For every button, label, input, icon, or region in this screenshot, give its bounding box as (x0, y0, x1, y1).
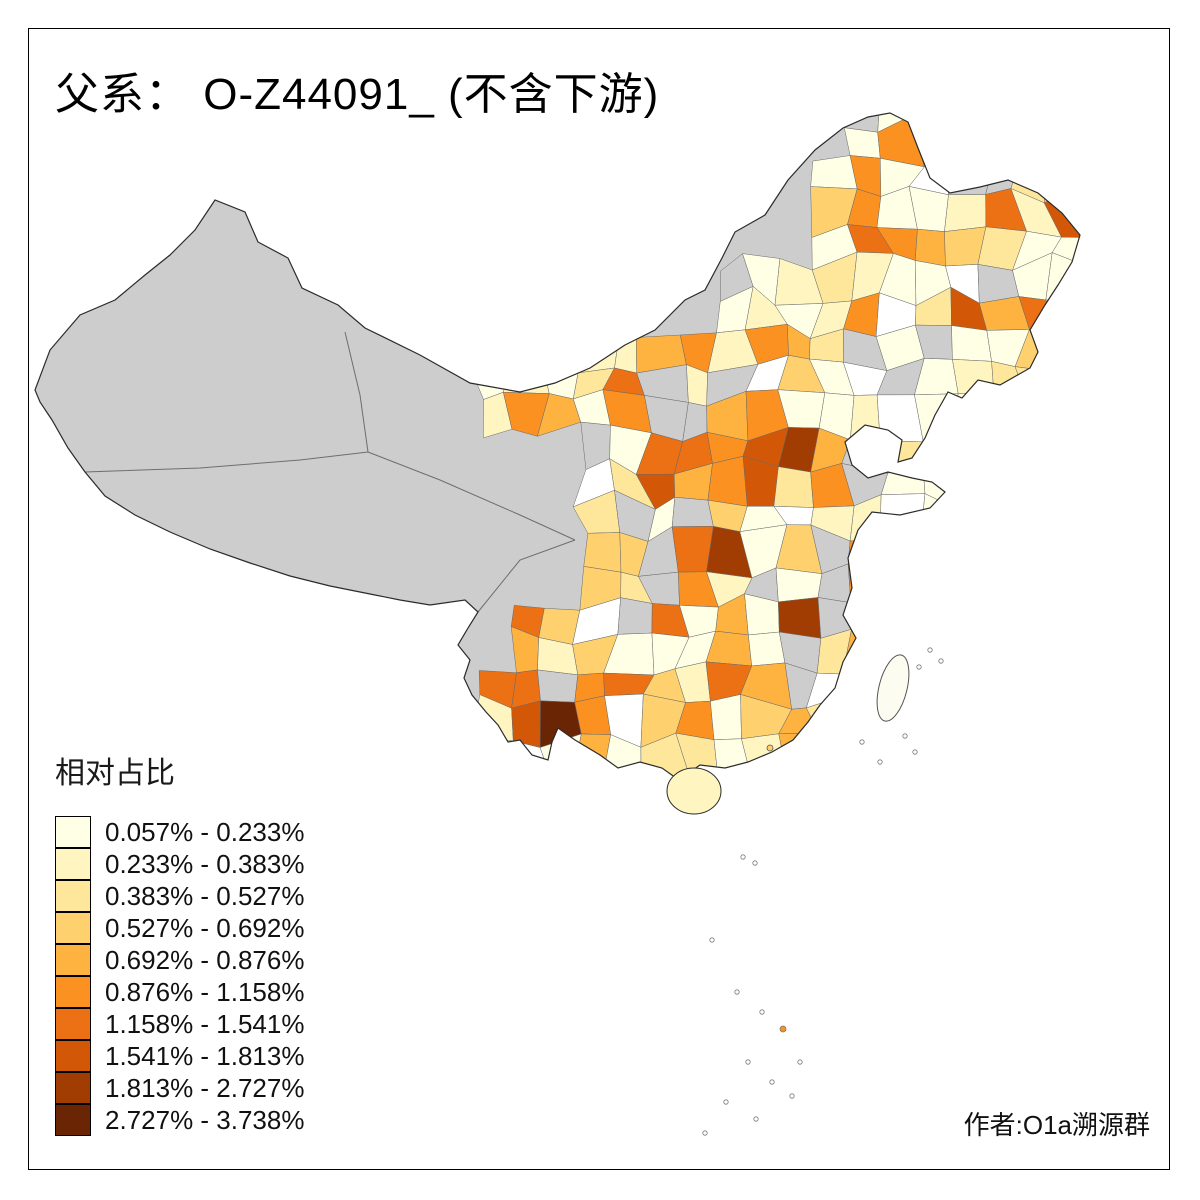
legend-rows: 0.057% - 0.233% 0.233% - 0.383% 0.383% -… (55, 815, 305, 1136)
province-border (344, 331, 369, 453)
legend-label: 0.876% - 1.158% (105, 976, 305, 1007)
small-island (789, 1093, 795, 1099)
legend-title: 相对占比 (55, 757, 175, 790)
legend-label: 1.541% - 1.813% (105, 1040, 305, 1071)
legend-item: 1.541% - 1.813% (55, 1039, 305, 1072)
legend-item: 0.527% - 0.692% (55, 911, 305, 944)
small-island (702, 1130, 708, 1136)
small-island (723, 1099, 729, 1105)
small-island (745, 1059, 751, 1065)
legend-item: 0.383% - 0.527% (55, 879, 305, 912)
legend-swatch (55, 1039, 91, 1072)
legend-swatch (55, 911, 91, 944)
small-island (769, 1079, 775, 1085)
legend-swatch (55, 1103, 91, 1136)
legend-label: 0.383% - 0.527% (105, 880, 305, 911)
small-island (927, 647, 933, 653)
legend-swatch (55, 1071, 91, 1104)
small-island (752, 860, 758, 866)
small-island (797, 1059, 803, 1065)
legend-swatch (55, 943, 91, 976)
small-island (902, 733, 908, 739)
legend-item: 0.233% - 0.383% (55, 847, 305, 880)
legend-label: 0.527% - 0.692% (105, 912, 305, 943)
legend-item: 2.727% - 3.738% (55, 1103, 305, 1136)
legend-item: 1.158% - 1.541% (55, 1007, 305, 1040)
small-island (877, 759, 883, 765)
hainan-island (666, 767, 722, 815)
legend-label: 0.692% - 0.876% (105, 944, 305, 975)
small-island (740, 854, 746, 860)
author-credit: 作者:O1a溯源群 (963, 1110, 1150, 1140)
legend-swatch (55, 975, 91, 1008)
legend-swatch (55, 847, 91, 880)
legend-label: 1.813% - 2.727% (105, 1072, 305, 1103)
legend-label: 0.057% - 0.233% (105, 816, 305, 847)
small-island-colored (779, 1025, 787, 1033)
legend-swatch (55, 1007, 91, 1040)
legend-label: 1.158% - 1.541% (105, 1008, 305, 1039)
province-border (84, 451, 369, 473)
map-title: 父系： O-Z44091_ (不含下游) (55, 70, 660, 119)
pearl-delta-dot (766, 744, 774, 752)
mainland-outline (34, 112, 1081, 784)
small-island (734, 989, 740, 995)
taiwan-island (876, 654, 910, 722)
legend-label: 2.727% - 3.738% (105, 1104, 305, 1135)
legend-item: 0.057% - 0.233% (55, 815, 305, 848)
small-island (709, 937, 715, 943)
small-island (859, 739, 865, 745)
legend: 相对占比 0.057% - 0.233% 0.233% - 0.383% 0.3… (55, 748, 304, 1136)
small-island (759, 1009, 765, 1015)
small-island (916, 664, 922, 670)
small-island (753, 1116, 759, 1122)
legend-swatch (55, 815, 91, 848)
legend-item: 0.876% - 1.158% (55, 975, 305, 1008)
legend-item: 0.692% - 0.876% (55, 943, 305, 976)
legend-item: 1.813% - 2.727% (55, 1071, 305, 1104)
legend-label: 0.233% - 0.383% (105, 848, 305, 879)
small-island (938, 658, 944, 664)
province-border (477, 539, 576, 613)
province-border (367, 451, 576, 541)
legend-swatch (55, 879, 91, 912)
small-island (912, 749, 918, 755)
